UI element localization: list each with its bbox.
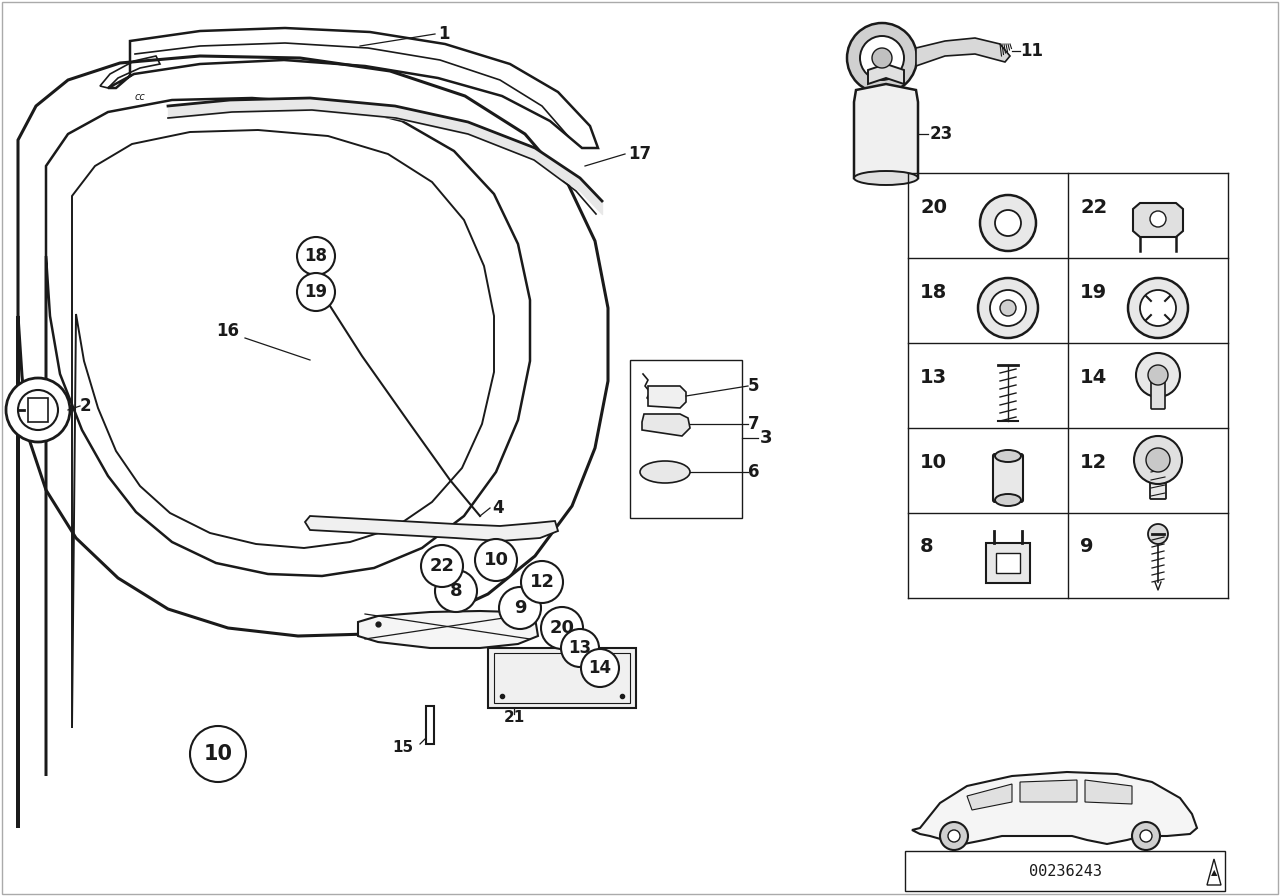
Polygon shape (1085, 780, 1132, 804)
Text: 22: 22 (430, 557, 454, 575)
Circle shape (1149, 211, 1166, 227)
Text: 16: 16 (216, 322, 239, 340)
Text: 18: 18 (305, 247, 328, 265)
Text: cc: cc (134, 92, 146, 102)
Text: 19: 19 (1080, 282, 1107, 301)
Text: 12: 12 (530, 573, 554, 591)
Polygon shape (911, 772, 1197, 844)
Text: 14: 14 (1080, 367, 1107, 386)
Text: 18: 18 (920, 282, 947, 301)
Text: 13: 13 (920, 367, 947, 386)
FancyBboxPatch shape (1151, 377, 1165, 409)
Text: 12: 12 (1080, 452, 1107, 471)
Circle shape (940, 822, 968, 850)
Polygon shape (966, 784, 1012, 810)
Circle shape (978, 278, 1038, 338)
Text: 4: 4 (492, 499, 503, 517)
Circle shape (1140, 290, 1176, 326)
Text: 8: 8 (920, 538, 933, 556)
Ellipse shape (995, 450, 1021, 462)
Polygon shape (916, 38, 1010, 66)
Text: 15: 15 (392, 740, 413, 755)
Circle shape (1146, 448, 1170, 472)
Polygon shape (986, 543, 1030, 583)
Ellipse shape (995, 494, 1021, 506)
Text: 19: 19 (305, 283, 328, 301)
FancyBboxPatch shape (993, 454, 1023, 502)
Text: 21: 21 (503, 711, 525, 726)
Circle shape (308, 271, 324, 287)
Text: 00236243: 00236243 (1029, 864, 1102, 878)
Text: 20: 20 (920, 197, 947, 217)
Text: 8: 8 (449, 582, 462, 600)
Text: 3: 3 (760, 429, 773, 447)
Circle shape (872, 48, 892, 68)
Circle shape (1137, 353, 1180, 397)
Text: 5: 5 (748, 377, 759, 395)
Text: 6: 6 (748, 463, 759, 481)
Polygon shape (1020, 780, 1076, 802)
Text: 20: 20 (549, 619, 575, 637)
Circle shape (561, 629, 599, 667)
Circle shape (1000, 300, 1016, 316)
Ellipse shape (854, 171, 918, 185)
Circle shape (435, 570, 477, 612)
Circle shape (18, 390, 58, 430)
Polygon shape (996, 553, 1020, 573)
Text: 11: 11 (1020, 42, 1043, 60)
Text: 1: 1 (438, 25, 449, 43)
Circle shape (521, 561, 563, 603)
Circle shape (989, 290, 1027, 326)
Ellipse shape (640, 461, 690, 483)
Polygon shape (1133, 203, 1183, 237)
Circle shape (1140, 830, 1152, 842)
Circle shape (581, 649, 620, 687)
Text: 22: 22 (1080, 197, 1107, 217)
Text: 9: 9 (513, 599, 526, 617)
Circle shape (1134, 436, 1181, 484)
Text: 10: 10 (920, 452, 947, 471)
Circle shape (189, 726, 246, 782)
Text: 17: 17 (628, 145, 652, 163)
Circle shape (1128, 278, 1188, 338)
Circle shape (847, 23, 916, 93)
Polygon shape (854, 84, 918, 178)
Polygon shape (868, 64, 904, 84)
Circle shape (980, 195, 1036, 251)
FancyBboxPatch shape (488, 648, 636, 708)
Circle shape (297, 273, 335, 311)
Text: 7: 7 (748, 415, 759, 433)
Circle shape (499, 587, 541, 629)
Text: 13: 13 (568, 639, 591, 657)
Text: ▲: ▲ (1211, 868, 1217, 877)
Polygon shape (643, 414, 690, 436)
Polygon shape (305, 516, 558, 541)
Circle shape (475, 539, 517, 581)
Circle shape (541, 607, 582, 649)
Circle shape (1132, 822, 1160, 850)
Circle shape (995, 210, 1021, 236)
Text: 23: 23 (931, 125, 954, 143)
Circle shape (421, 545, 463, 587)
Circle shape (297, 237, 335, 275)
Circle shape (1148, 365, 1169, 385)
FancyBboxPatch shape (28, 398, 49, 422)
Polygon shape (358, 611, 538, 648)
Text: 10: 10 (484, 551, 508, 569)
Text: 2: 2 (79, 397, 92, 415)
Circle shape (860, 36, 904, 80)
Text: 9: 9 (1080, 538, 1093, 556)
Circle shape (1148, 524, 1169, 544)
Circle shape (6, 378, 70, 442)
Text: 14: 14 (589, 659, 612, 677)
Polygon shape (648, 386, 686, 408)
Circle shape (948, 830, 960, 842)
Text: 10: 10 (204, 744, 233, 764)
FancyBboxPatch shape (1149, 459, 1166, 499)
